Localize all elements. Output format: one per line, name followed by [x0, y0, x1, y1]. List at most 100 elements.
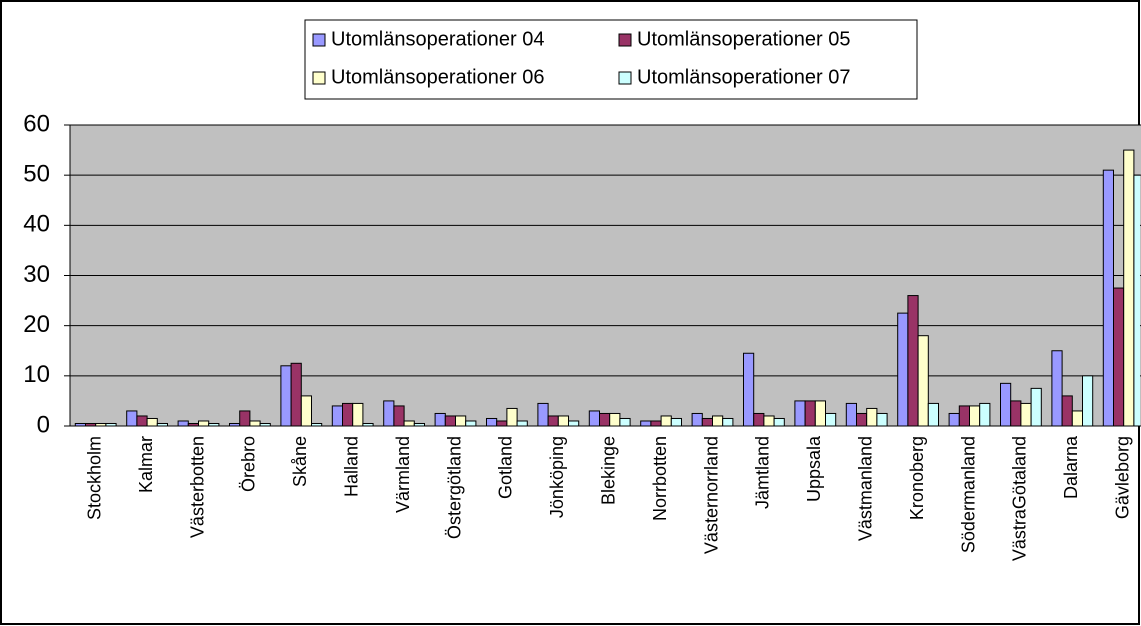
bar: [506, 407, 518, 427]
bar: [177, 420, 189, 427]
legend-box: [304, 19, 918, 100]
bar: [856, 412, 868, 427]
x-tick-label: Uppsala: [804, 435, 824, 502]
bar: [455, 415, 467, 427]
labels: 0 10 20 30 40 50 60 Stockholm Kalmar Västerbotten…: [23, 110, 1132, 561]
bar: [290, 362, 302, 427]
bar: [743, 352, 755, 427]
y-tick-label: 50: [23, 161, 50, 188]
bar: [701, 417, 713, 427]
bar: [85, 422, 97, 427]
bar: [876, 412, 888, 427]
legend-label: Utomlänsoperationer 04: [331, 28, 544, 50]
bar: [640, 420, 652, 427]
x-tick-label: Västmanland: [855, 436, 875, 541]
x-tick-label: VästraGötaland: [1010, 436, 1030, 561]
bar: [753, 412, 765, 427]
bar: [650, 420, 662, 427]
bar: [969, 405, 981, 427]
y-tick-label: 0: [37, 411, 50, 438]
x-tick-label: Jämtland: [753, 436, 773, 509]
y-tick-label: 40: [23, 211, 50, 238]
bar: [1102, 169, 1115, 427]
x-tick-label: Blekinge: [598, 436, 618, 505]
bar: [352, 402, 364, 427]
x-tick-label: Norrbotten: [650, 436, 670, 521]
bar: [691, 412, 703, 427]
bar: [568, 420, 580, 427]
bar: [383, 400, 395, 427]
bar: [1133, 174, 1140, 427]
bar: [825, 412, 837, 427]
bar: [897, 312, 909, 427]
bar: [393, 405, 405, 427]
bar: [1051, 350, 1063, 427]
bar: [413, 422, 425, 427]
bar: [1071, 410, 1084, 427]
legend-swatch: [312, 33, 326, 47]
legend-swatch: [312, 71, 326, 85]
bar: [136, 415, 148, 427]
bar: [1030, 387, 1042, 427]
bar: [1123, 149, 1135, 427]
legend: Utomlänsoperationer 04 Utomlänsoperatione…: [304, 19, 918, 100]
bar: [660, 415, 672, 427]
bar: [948, 412, 960, 427]
y-tick-label: 20: [23, 311, 50, 338]
x-tick-label: Värmland: [393, 436, 413, 513]
bar: [146, 417, 158, 427]
bar: [486, 417, 498, 427]
bar: [516, 420, 528, 427]
bar: [907, 295, 919, 427]
bar: [331, 405, 343, 427]
legend-label: Utomlänsoperationer 07: [637, 66, 850, 88]
bar: [444, 415, 456, 427]
y-tick-label: 30: [23, 261, 50, 288]
bar: [496, 420, 508, 427]
bar: [1010, 400, 1022, 427]
bar: [208, 422, 220, 427]
x-tick-label: Jönköping: [547, 436, 567, 518]
bar: [403, 420, 415, 427]
bar: [105, 422, 117, 427]
bar: [259, 422, 271, 427]
x-tick-label: Örebro: [239, 436, 259, 492]
y-tick-label: 60: [23, 110, 50, 137]
bar: [773, 417, 785, 427]
x-tick-label: Östergötland: [444, 436, 464, 539]
bar: [1061, 395, 1073, 427]
bar: [917, 335, 929, 427]
x-tick-label: Kronoberg: [907, 436, 927, 520]
x-tick-label: Stockholm: [84, 436, 104, 520]
bar: [311, 422, 323, 427]
bar: [465, 420, 477, 427]
x-tick-label: Södermanland: [958, 436, 978, 553]
bar: [588, 410, 600, 427]
x-tick-label: Halland: [341, 436, 361, 497]
y-tick-label: 10: [23, 361, 50, 388]
bar: [670, 417, 682, 427]
bar: [187, 422, 200, 427]
x-tick-label: Västernorrland: [701, 436, 721, 554]
legend-label: Utomlänsoperationer 06: [331, 66, 544, 88]
bar: [845, 402, 857, 427]
legend-label: Utomlänsoperationer 05: [637, 28, 850, 50]
bar: [958, 405, 970, 427]
legend-swatch: [618, 71, 632, 85]
x-tick-label: Gävleborg: [1112, 436, 1132, 519]
bar: [722, 417, 734, 427]
bar: [1113, 287, 1125, 427]
bar: [239, 410, 251, 427]
x-tick-label: Gotland: [496, 436, 516, 499]
bar: [979, 402, 991, 427]
bar: [712, 415, 724, 427]
bar: [1082, 375, 1094, 427]
bar: [814, 400, 826, 427]
x-tick-label: Kalmar: [136, 436, 156, 493]
bar: [126, 410, 138, 427]
legend-swatch: [618, 33, 632, 47]
x-tick-label: Skåne: [290, 436, 310, 487]
bar: [804, 400, 816, 427]
bar: [547, 415, 559, 427]
bar: [1020, 402, 1032, 427]
